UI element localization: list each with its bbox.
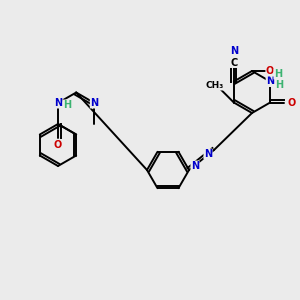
Text: O: O (54, 140, 62, 150)
Text: H: H (275, 80, 283, 89)
Text: CH₃: CH₃ (206, 81, 224, 90)
Text: C: C (230, 58, 237, 68)
Text: N: N (230, 46, 238, 56)
Text: N: N (191, 161, 199, 171)
Text: H: H (63, 100, 71, 110)
Text: N: N (204, 149, 212, 159)
Text: H: H (274, 69, 282, 79)
Text: N: N (266, 76, 274, 86)
Text: N: N (54, 98, 62, 108)
Text: N: N (90, 98, 98, 108)
Text: O: O (287, 98, 295, 107)
Text: O: O (266, 66, 274, 76)
